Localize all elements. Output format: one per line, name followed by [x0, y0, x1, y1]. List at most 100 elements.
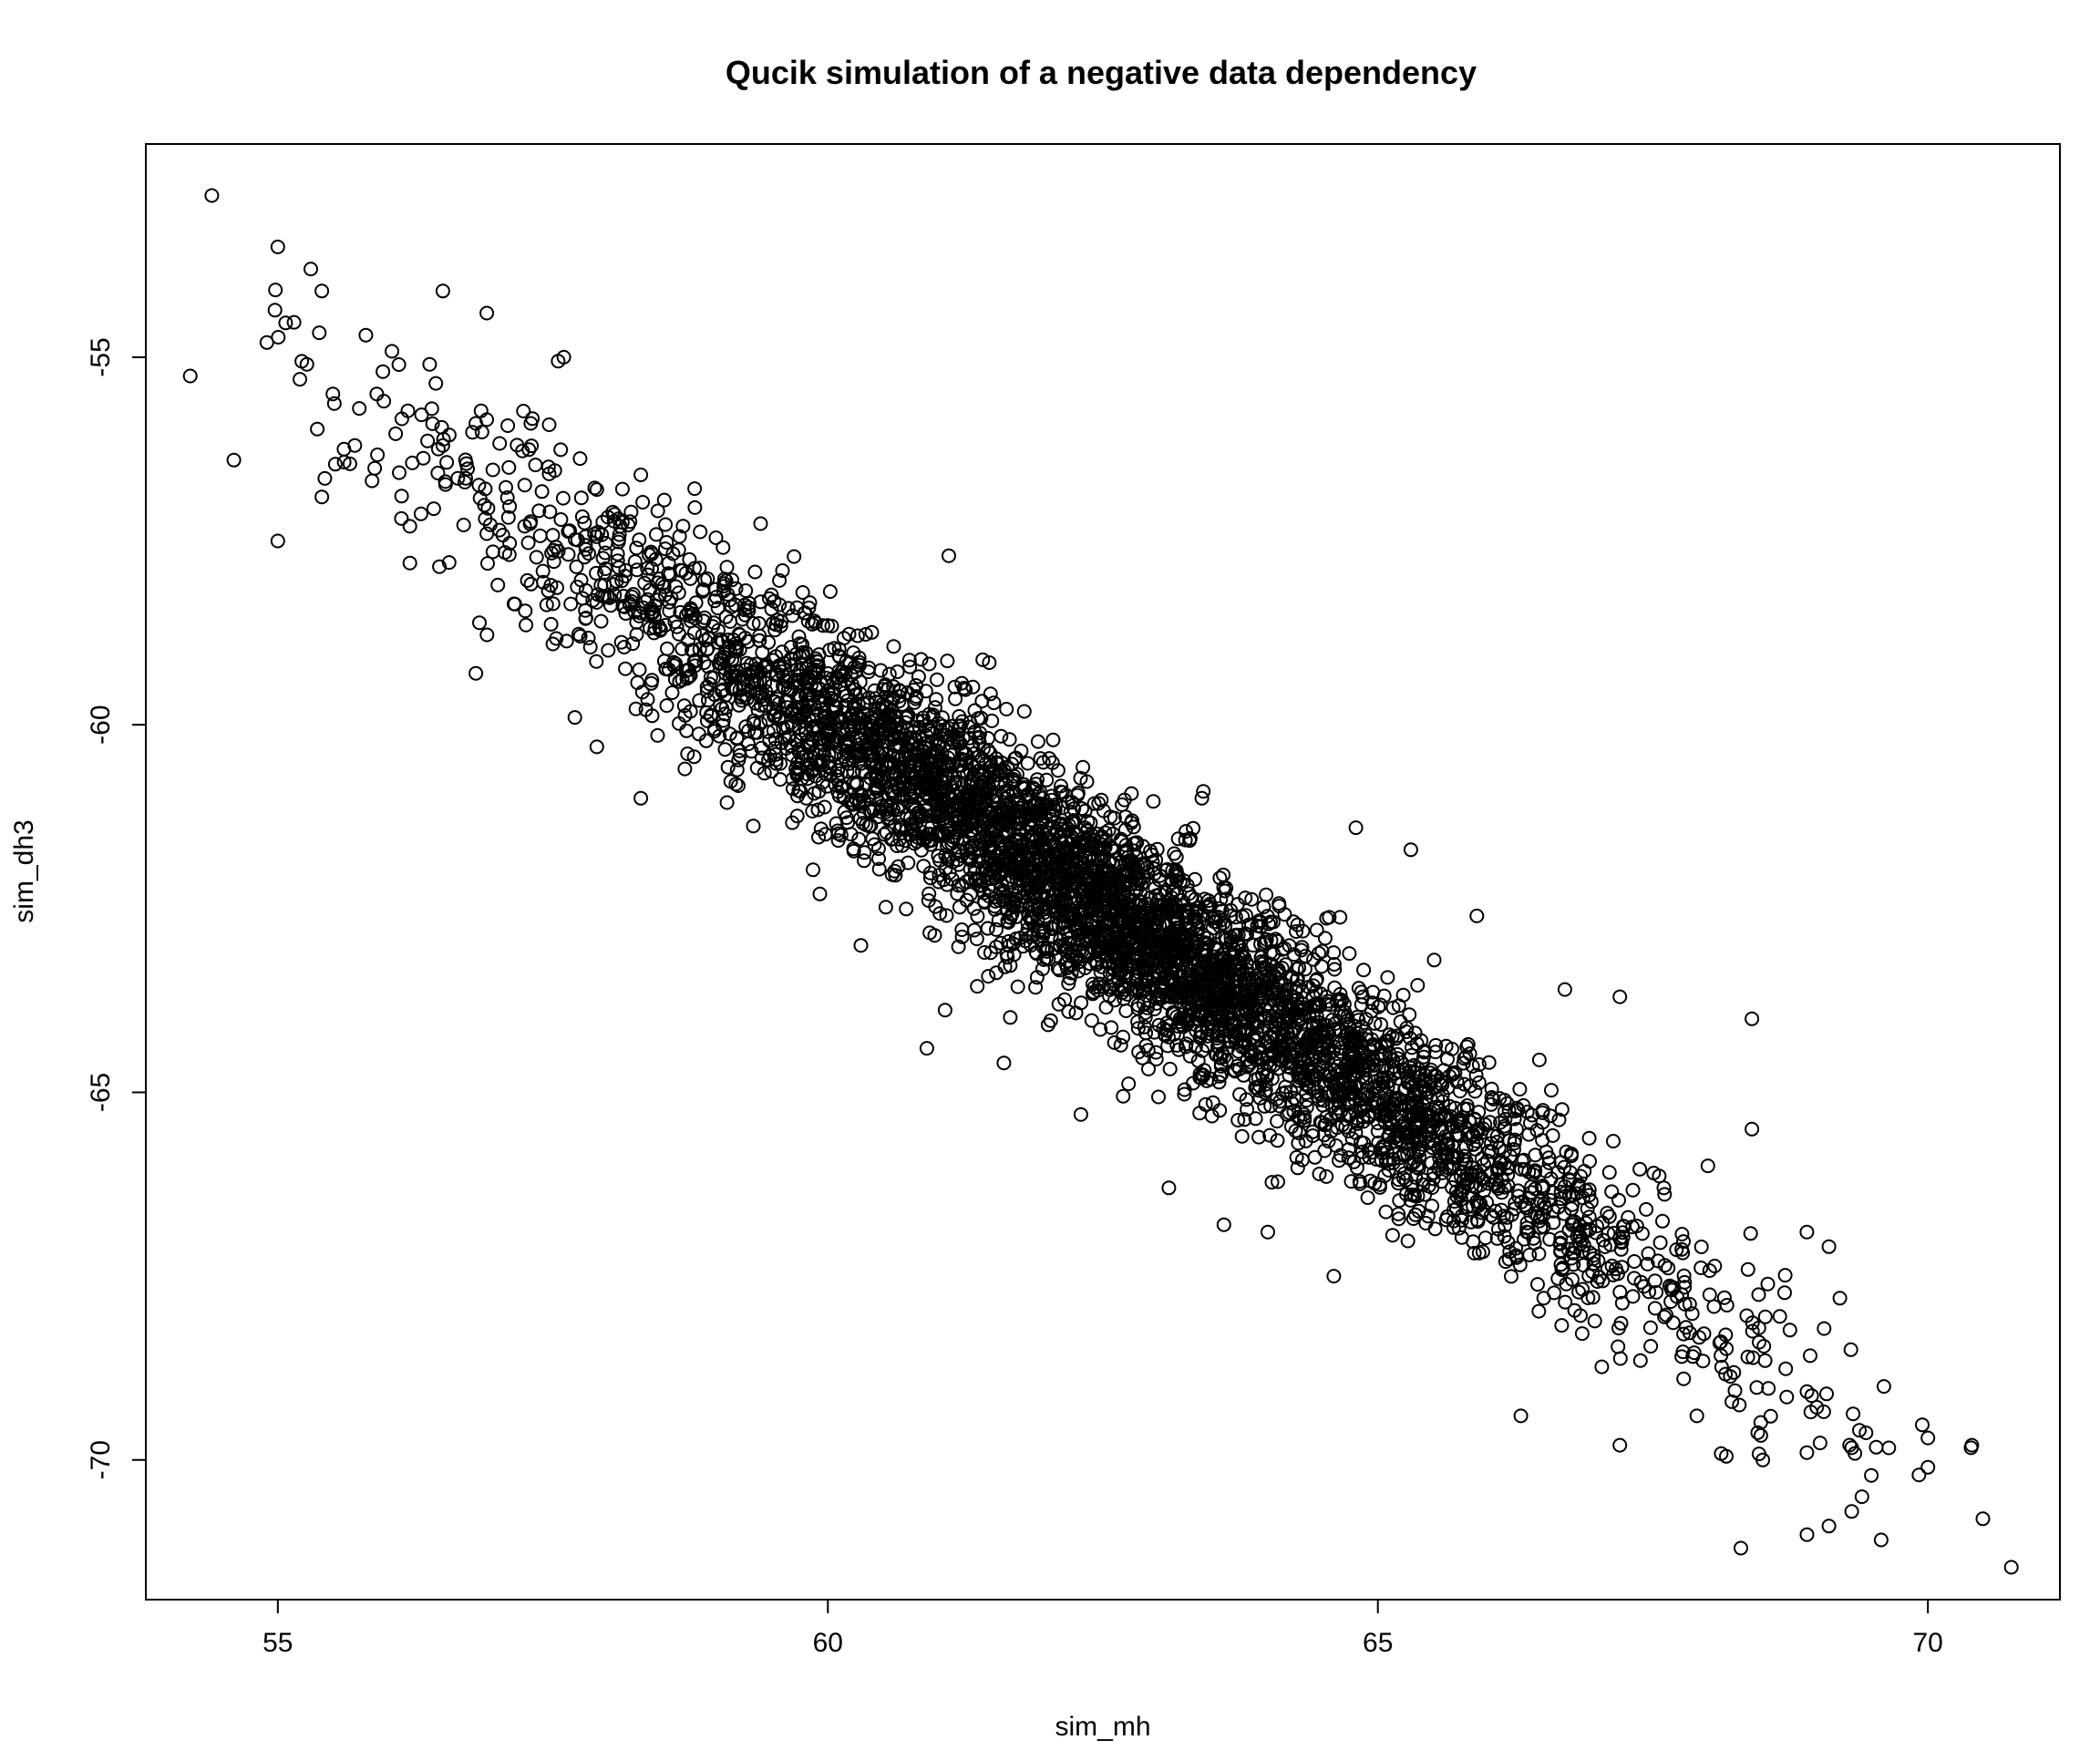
data-point: [854, 740, 870, 756]
y-tick-label: -65: [86, 1073, 116, 1112]
data-point: [682, 551, 697, 567]
data-point: [1164, 875, 1179, 890]
data-point: [1530, 1277, 1545, 1292]
data-point: [794, 749, 809, 765]
data-point: [1373, 1052, 1388, 1067]
data-point: [1001, 788, 1016, 804]
data-point: [1244, 891, 1260, 907]
data-point: [458, 452, 473, 468]
data-point: [589, 565, 604, 581]
data-point: [1164, 897, 1179, 912]
data-point: [614, 573, 630, 589]
data-point: [1852, 1423, 1867, 1438]
data-point: [1707, 1259, 1723, 1273]
data-point: [1296, 1107, 1312, 1122]
data-point: [753, 516, 768, 531]
x-tick-label: 70: [1912, 1628, 1942, 1658]
data-point: [1514, 1194, 1529, 1210]
data-point: [1353, 1035, 1368, 1050]
data-point: [1031, 803, 1046, 818]
data-point: [1415, 1055, 1430, 1070]
data-point: [578, 611, 593, 625]
data-point: [653, 587, 667, 602]
data-point: [890, 859, 906, 874]
data-point: [970, 755, 985, 770]
data-point: [1230, 897, 1245, 912]
data-point: [376, 394, 392, 409]
data-point: [1597, 1239, 1612, 1254]
data-point: [917, 773, 932, 788]
data-point: [924, 765, 940, 780]
data-point: [685, 643, 701, 658]
data-point: [997, 852, 1013, 867]
data-point: [1240, 1052, 1255, 1067]
data-point: [1055, 921, 1070, 936]
data-point: [1483, 1208, 1498, 1223]
data-point: [1567, 1245, 1582, 1261]
data-point: [798, 671, 814, 686]
data-point: [705, 619, 720, 634]
data-point: [1581, 1130, 1597, 1146]
data-point: [1611, 1339, 1626, 1354]
data-point: [485, 544, 500, 560]
data-point: [1274, 961, 1290, 976]
data-point: [500, 418, 516, 433]
data-point: [1314, 959, 1330, 974]
data-point: [1042, 751, 1057, 767]
data-point: [1309, 1088, 1324, 1104]
data-point: [1458, 1139, 1474, 1155]
data-point: [732, 627, 747, 643]
data-point: [774, 613, 789, 629]
data-point: [915, 710, 931, 726]
data-point: [650, 503, 665, 519]
data-point: [545, 596, 561, 612]
data-point: [1531, 1052, 1547, 1067]
data-point: [829, 710, 845, 726]
data-point: [1237, 1112, 1252, 1127]
data-point: [1113, 831, 1128, 847]
data-point: [750, 664, 766, 679]
data-point: [889, 721, 903, 736]
data-point: [1020, 756, 1035, 771]
data-point: [1657, 1187, 1673, 1202]
data-point: [1271, 896, 1287, 911]
data-point: [434, 419, 449, 435]
data-point: [795, 726, 809, 742]
data-point: [1457, 1101, 1472, 1117]
data-point: [1264, 1175, 1280, 1190]
scatter-points: [182, 188, 2019, 1575]
data-point: [1332, 1086, 1347, 1101]
data-point: [845, 708, 860, 724]
data-point: [1045, 921, 1059, 936]
data-point: [1164, 904, 1179, 920]
data-point: [1422, 1107, 1437, 1123]
data-point: [1804, 1388, 1819, 1404]
data-point: [1013, 821, 1027, 837]
data-point: [1718, 1366, 1734, 1382]
data-point: [970, 909, 985, 924]
data-point: [951, 939, 966, 954]
data-point: [1053, 829, 1068, 844]
data-point: [780, 674, 796, 689]
data-point: [1307, 1071, 1323, 1086]
data-point: [1240, 966, 1255, 982]
data-point: [1323, 1124, 1339, 1139]
data-point: [495, 528, 510, 543]
data-point: [1246, 1014, 1261, 1030]
data-point: [1075, 888, 1090, 903]
data-point: [878, 900, 893, 915]
data-point: [1100, 880, 1116, 896]
data-point: [268, 283, 283, 298]
data-point: [1390, 1090, 1405, 1106]
data-point: [671, 585, 686, 601]
data-point: [510, 438, 525, 453]
data-point: [1093, 964, 1108, 980]
data-point: [1130, 1021, 1146, 1036]
data-point: [1179, 1014, 1195, 1028]
data-point: [1803, 1348, 1817, 1364]
data-point: [798, 605, 813, 621]
data-point: [684, 602, 699, 618]
data-point: [1465, 1058, 1480, 1074]
data-point: [739, 691, 755, 706]
data-point: [1196, 784, 1211, 799]
